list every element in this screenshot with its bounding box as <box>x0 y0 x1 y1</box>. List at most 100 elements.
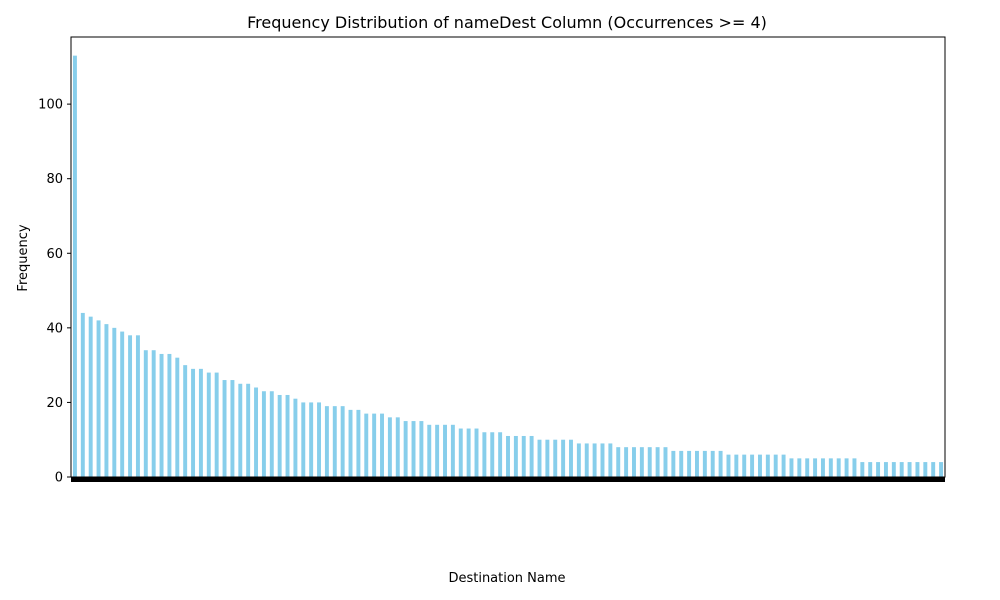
bar <box>561 439 566 477</box>
bar <box>191 368 196 477</box>
bar <box>647 447 652 477</box>
plot-frame <box>70 36 946 478</box>
bar <box>671 450 676 477</box>
bar <box>758 454 762 477</box>
bar <box>860 462 865 477</box>
y-axis-label: Frequency <box>16 224 31 291</box>
bar <box>372 413 377 477</box>
bar <box>734 454 739 477</box>
bar <box>340 406 345 477</box>
bar <box>356 409 361 477</box>
bar <box>198 368 203 477</box>
bar <box>569 439 573 477</box>
bar <box>222 380 227 477</box>
bar <box>868 462 873 477</box>
bar <box>695 450 699 477</box>
y-tick-label: 20 <box>46 396 63 411</box>
bar <box>545 439 550 477</box>
bar <box>427 424 432 477</box>
bar <box>813 458 818 477</box>
bar <box>277 394 282 477</box>
bar <box>332 406 337 477</box>
bar <box>88 316 93 477</box>
bar <box>419 421 424 477</box>
y-axis-ticks: 0 20 40 60 80 100 <box>38 98 71 486</box>
bar <box>805 458 810 477</box>
bar <box>529 435 534 477</box>
bar <box>285 394 290 477</box>
y-tick-label: 60 <box>46 247 63 262</box>
bar <box>183 365 188 477</box>
x-tick-marks <box>71 477 945 482</box>
bar <box>112 327 117 477</box>
bar <box>883 462 888 477</box>
bar <box>702 450 707 477</box>
bar <box>844 458 849 477</box>
bar <box>710 450 715 477</box>
bar <box>435 424 440 477</box>
bar <box>135 335 140 477</box>
bar <box>600 443 605 477</box>
bar <box>474 428 479 477</box>
bar <box>624 447 629 477</box>
bar <box>380 413 384 477</box>
bar <box>128 335 133 477</box>
bar <box>238 383 243 477</box>
bar <box>718 450 723 477</box>
bar <box>387 417 392 477</box>
bar <box>498 432 503 477</box>
bar <box>537 439 542 477</box>
bar <box>206 372 211 477</box>
chart-title: Frequency Distribution of nameDest Colum… <box>247 13 767 32</box>
y-tick-label: 40 <box>46 321 63 336</box>
bar <box>96 320 101 477</box>
bar <box>443 424 447 477</box>
bar <box>679 450 684 477</box>
bar <box>891 462 896 477</box>
bar <box>175 357 180 477</box>
bar <box>293 398 298 477</box>
bar <box>742 454 747 477</box>
bar <box>104 324 109 477</box>
bar <box>458 428 463 477</box>
bar <box>632 447 636 477</box>
bar <box>214 372 219 477</box>
bar <box>820 458 825 477</box>
bar <box>80 312 85 477</box>
bar <box>655 447 660 477</box>
bar <box>576 443 581 477</box>
bar <box>726 454 731 477</box>
bar <box>324 406 329 477</box>
bar <box>553 439 558 477</box>
bar <box>584 443 589 477</box>
bar <box>261 391 266 477</box>
bar <box>915 462 920 477</box>
bar <box>301 402 306 477</box>
bar <box>773 454 778 477</box>
bar <box>639 447 644 477</box>
bar <box>663 447 668 477</box>
bar <box>72 55 77 477</box>
bar <box>931 462 936 477</box>
bar <box>923 462 928 477</box>
bar <box>490 432 495 477</box>
bar <box>616 447 621 477</box>
bar <box>403 421 408 477</box>
bar <box>687 450 692 477</box>
bar <box>309 402 314 477</box>
bar <box>789 458 794 477</box>
bar <box>395 417 400 477</box>
bar <box>876 462 881 477</box>
bar <box>765 454 770 477</box>
bar <box>143 350 148 477</box>
bar <box>254 387 259 477</box>
y-tick-label: 0 <box>55 471 63 486</box>
bar <box>907 462 912 477</box>
y-tick-label: 80 <box>46 172 63 187</box>
bar <box>797 458 802 477</box>
bar <box>781 454 786 477</box>
bar <box>506 435 510 477</box>
bar <box>592 443 597 477</box>
x-axis-label: Destination Name <box>448 571 565 586</box>
